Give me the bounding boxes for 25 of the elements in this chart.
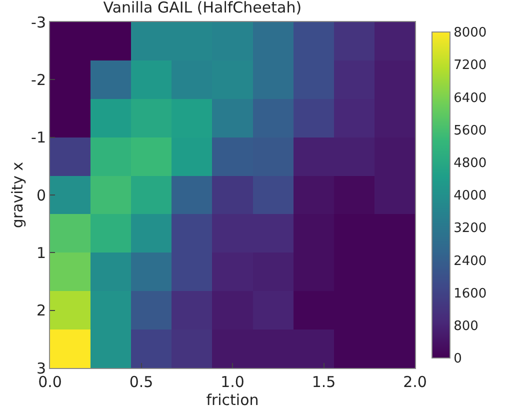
x-tick-label: 0.0 xyxy=(38,373,62,391)
y-tick-label: -3 xyxy=(31,13,46,32)
color-bar-label: 3200 xyxy=(454,221,487,236)
x-tick-label: 1.5 xyxy=(312,373,336,391)
x-tick-label: 0.5 xyxy=(129,373,154,391)
x-axis-title: friction xyxy=(206,391,259,409)
y-axis-title: gravity x xyxy=(8,162,26,228)
y-tick-label: -1 xyxy=(31,128,46,147)
y-tick-label: 2 xyxy=(36,302,46,320)
x-tick-label: 2.0 xyxy=(403,373,427,391)
chart-title: Vanilla GAIL (HalfCheetah) xyxy=(103,0,302,17)
y-tick-label: -2 xyxy=(31,70,46,89)
color-bar-label: 8000 xyxy=(454,26,487,41)
color-bar-label: 800 xyxy=(454,318,478,334)
x-tick-label: 1.0 xyxy=(220,373,244,391)
color-bar-label: 2400 xyxy=(454,254,487,269)
color-bar-label: 5600 xyxy=(454,123,487,138)
color-bar-label: 7200 xyxy=(454,58,487,74)
color-bar-label: 1600 xyxy=(454,286,487,302)
y-tick-label: 0 xyxy=(36,186,46,204)
color-bar-label: 0 xyxy=(454,352,462,367)
color-bar-label: 4000 xyxy=(454,188,487,204)
color-bar-label: 4800 xyxy=(454,156,487,171)
color-bar-label: 6400 xyxy=(454,90,487,106)
y-tick-label: 1 xyxy=(36,244,46,262)
